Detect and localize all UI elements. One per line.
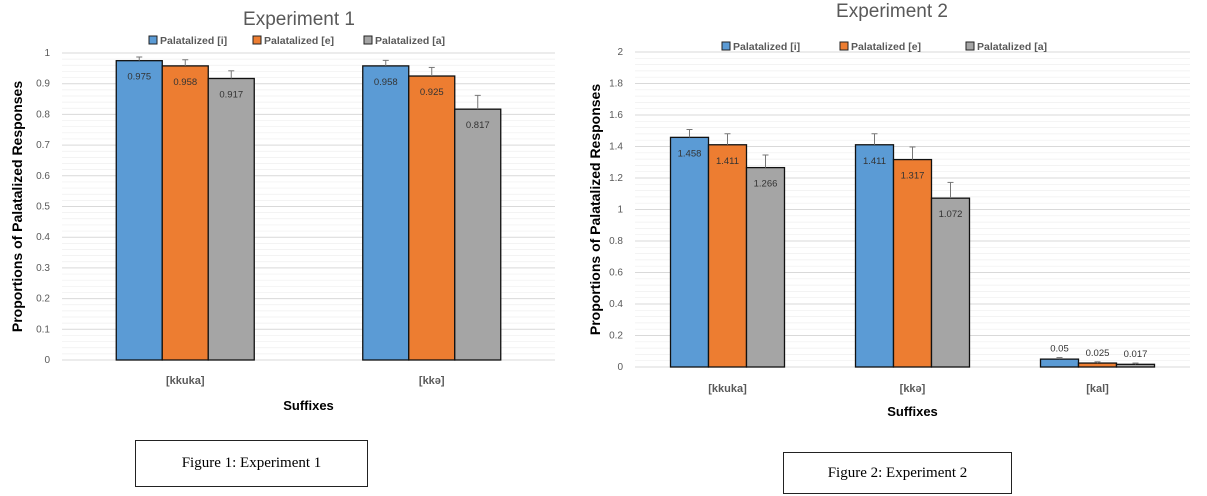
y-tick-label: 0.4 [36, 232, 50, 243]
chart-title: Experiment 2 [836, 1, 948, 22]
y-tick-label: 1 [617, 205, 623, 216]
data-label: 0.817 [466, 120, 490, 131]
y-tick-label: 0.3 [36, 263, 50, 274]
bar [1115, 363, 1156, 368]
legend-entry: Palatalized [a] [375, 35, 445, 47]
y-tick-label: 0.8 [36, 109, 50, 120]
chart-2: Experiment 2 0 0.2 0.4 0.6 0.8 1 1.2 1.4 1.6 1.8 2 P… [587, 1, 1190, 419]
legend-swatch [148, 35, 158, 45]
data-label: 0.925 [420, 87, 444, 98]
category-label: [kkə] [900, 383, 926, 395]
y-tick-label: 0 [44, 355, 50, 366]
x-axis-label: Suffixes [887, 404, 938, 419]
data-label: 1.072 [939, 209, 963, 220]
y-tick-label: 0.7 [36, 140, 50, 151]
legend-entry: Palatalized [e] [851, 41, 921, 53]
bar [115, 60, 163, 361]
data-label: 0.958 [374, 77, 398, 88]
y-tick-label: 2 [617, 47, 623, 58]
data-label: 1.458 [678, 148, 702, 159]
y-tick-label: 0.2 [609, 331, 623, 342]
y-axis-label: Proportions of Palatalized Responses [9, 81, 25, 332]
data-label: 0.975 [127, 72, 151, 83]
y-tick-label: 1.4 [609, 142, 623, 153]
legend-entry: Palatalized [a] [977, 41, 1047, 53]
y-tick-label: 0.2 [36, 294, 50, 305]
data-label: 0.958 [173, 77, 197, 88]
category-label: [kkə] [419, 375, 445, 387]
x-axis-label: Suffixes [283, 398, 334, 413]
y-tick-label: 1.6 [609, 110, 623, 121]
figure-1-caption: Figure 1: Experiment 1 [135, 440, 368, 487]
y-tick-label: 1.2 [609, 173, 623, 184]
legend-swatch [721, 41, 731, 51]
bar [745, 166, 786, 368]
bar [707, 144, 748, 368]
bar [362, 65, 410, 361]
legend-swatch [363, 35, 373, 45]
y-tick-label: 0.6 [36, 171, 50, 182]
category-label: [kkuka] [166, 375, 205, 387]
y-tick-label: 0.5 [36, 202, 50, 213]
legend-entry: Palatalized [i] [160, 35, 227, 47]
bar [161, 65, 209, 361]
bar [892, 158, 933, 368]
bar [408, 75, 456, 361]
y-tick-label: 0.6 [609, 268, 623, 279]
data-label: 0.05 [1050, 344, 1069, 355]
data-label: 1.411 [863, 156, 886, 167]
y-tick-label: 0.4 [609, 299, 623, 310]
data-label: 1.411 [716, 156, 739, 167]
figure-2-caption: Figure 2: Experiment 2 [783, 452, 1012, 494]
legend-swatch [965, 41, 975, 51]
y-tick-label: 1 [44, 48, 50, 59]
bar [854, 144, 895, 368]
legend-entry: Palatalized [e] [264, 35, 334, 47]
bar [454, 108, 502, 361]
chart-1: Experiment 1 0 0.1 0.2 0.3 0.4 0.5 0.6 0.7 0.8 0.9… [9, 9, 555, 413]
legend-swatch [252, 35, 262, 45]
y-tick-label: 0.8 [609, 236, 623, 247]
data-label: 0.025 [1086, 348, 1110, 359]
bar [930, 197, 971, 368]
y-tick-label: 1.8 [609, 79, 623, 90]
legend-swatch [839, 41, 849, 51]
bar [1039, 358, 1080, 368]
data-label: 1.266 [754, 179, 778, 190]
y-tick-label: 0 [617, 362, 623, 373]
chart-title: Experiment 1 [243, 9, 355, 30]
bar [1077, 362, 1118, 368]
y-axis-label: Proportions of Palatalized Responses [587, 84, 603, 335]
category-label: [kal] [1086, 383, 1109, 395]
data-label: 1.317 [901, 171, 925, 182]
bar [207, 77, 255, 361]
data-label: 0.917 [219, 89, 243, 100]
y-tick-label: 0.1 [36, 324, 50, 335]
data-label: 0.017 [1124, 349, 1148, 360]
bar [669, 136, 710, 368]
y-tick-label: 0.9 [36, 79, 50, 90]
category-label: [kkuka] [708, 383, 747, 395]
legend-entry: Palatalized [i] [733, 41, 800, 53]
